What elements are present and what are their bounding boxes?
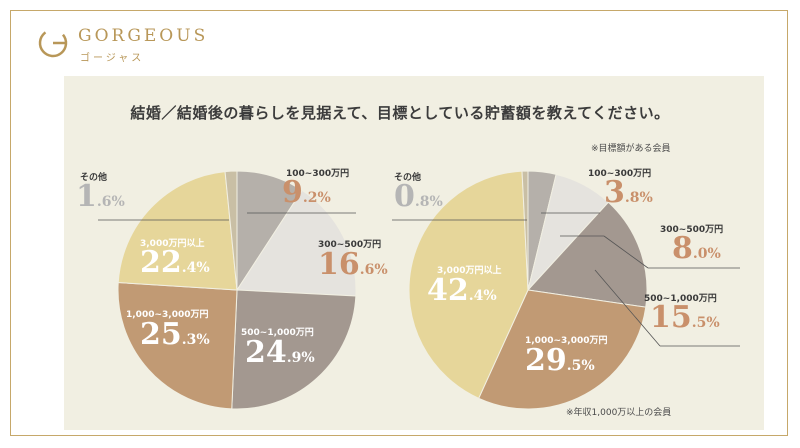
pie1-slice-3 <box>478 289 647 410</box>
pie1-label-4: 3,000万円以上 <box>437 266 502 276</box>
note-top-right: ※目標額がある会員 <box>591 144 671 154</box>
pie1-slice-2 <box>526 201 648 308</box>
pie0-slice-5 <box>224 170 238 291</box>
pie1-label-5: その他 <box>394 173 422 183</box>
pie0-label-1: 300~500万円 <box>318 240 382 250</box>
pie0-slice-4 <box>117 171 238 291</box>
pie0-value-4: 22.4% <box>140 245 210 280</box>
pie1-label-3: 1,000~3,000万円 <box>525 336 608 346</box>
pie0-slice-2 <box>231 289 357 410</box>
pie1-value-0: 3.8% <box>604 175 653 210</box>
pie1-leader-500-1000-a <box>594 269 661 347</box>
pie1-label-0: 100~300万円 <box>588 169 652 179</box>
pie0-value-3: 25.3% <box>140 317 210 352</box>
pie-chart-all <box>117 170 357 410</box>
pie0-value-5: 1.6% <box>76 179 125 214</box>
page-title: 結婚／結婚後の暮らしを見据えて、目標としている貯蓄額を教えてください。 <box>130 104 670 122</box>
pie0-label-0: 100~300万円 <box>286 169 350 179</box>
brand-sub: ゴージャス <box>80 53 145 64</box>
logo-mark-icon <box>38 28 68 58</box>
pie1-value-3: 29.5% <box>525 343 595 378</box>
brand-logo: GORGEOUS ゴージャス <box>36 22 206 66</box>
pie0-label-2: 500~1,000万円 <box>241 328 314 338</box>
pie1-label-1: 300~500万円 <box>660 225 724 235</box>
pie0-value-2: 24.9% <box>245 335 315 370</box>
pie1-label-2: 500~1,000万円 <box>644 294 717 304</box>
pie1-value-4: 42.4% <box>427 273 497 308</box>
leader-lines <box>98 212 740 347</box>
pie1-value-5: 0.8% <box>394 179 443 214</box>
pie0-label-4: 3,000万円以上 <box>140 239 205 249</box>
pie0-value-1: 16.6% <box>318 247 388 282</box>
pie0-label-5: その他 <box>80 173 108 183</box>
pie1-slice-4 <box>408 170 529 399</box>
pie1-leader-300-500-b <box>603 235 649 269</box>
pie1-value-2: 15.5% <box>650 300 720 335</box>
pie0-label-3: 1,000~3,000万円 <box>126 310 209 320</box>
pie0-value-0: 9.2% <box>282 175 331 210</box>
pie0-slice-1 <box>236 189 357 297</box>
pie-chart-high-income <box>408 170 648 410</box>
pie0-slice-3 <box>117 281 238 410</box>
pie1-value-1: 8.0% <box>672 231 721 266</box>
pie1-slice-5 <box>521 170 529 291</box>
note-bottom-right: ※年収1,000万以上の会員 <box>566 408 672 418</box>
brand-name: GORGEOUS <box>78 26 209 46</box>
